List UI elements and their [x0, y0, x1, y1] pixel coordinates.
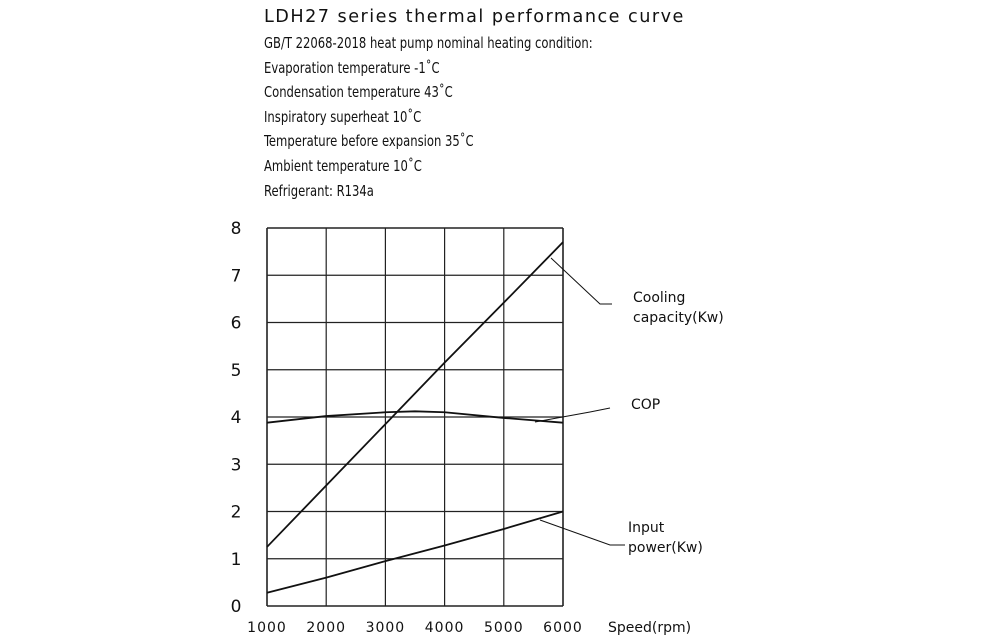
y-tick-label: 2 — [231, 503, 242, 523]
series-line — [266, 510, 564, 594]
series-label: COP — [631, 397, 660, 413]
series-line — [266, 410, 564, 424]
x-tick-label: 6000 — [543, 620, 583, 636]
y-tick-label: 8 — [231, 219, 242, 239]
y-axis-ticks: 0 1 2 3 4 5 6 7 8 — [231, 219, 242, 617]
condition-line: Condensation temperature 43˚C — [264, 83, 453, 102]
x-tick-label: 2000 — [306, 620, 346, 636]
y-tick-label: 7 — [231, 266, 242, 286]
condition-line: Temperature before expansion 35˚C — [264, 132, 474, 151]
leader-line — [534, 407, 611, 423]
y-tick-label: 1 — [231, 550, 242, 570]
condition-line: Refrigerant: R134a — [264, 181, 374, 200]
x-tick-label: 5000 — [484, 620, 524, 636]
condition-line: Ambient temperature 10˚C — [264, 156, 422, 175]
leader-line — [539, 519, 625, 546]
series-lines — [266, 241, 564, 594]
y-tick-label: 6 — [231, 314, 242, 334]
condition-line: GB/T 22068-2018 heat pump nominal heatin… — [264, 34, 593, 52]
y-tick-label: 3 — [231, 455, 242, 475]
leader-line — [550, 257, 612, 305]
x-tick-label: 3000 — [366, 620, 406, 636]
series-label: Input — [628, 520, 665, 536]
grid — [266, 227, 564, 607]
series-labels: Cooling capacity(Kw) COP Input power(Kw) — [534, 257, 724, 556]
y-tick-label: 0 — [231, 597, 242, 617]
chart-header: LDH27 series thermal performance curve G… — [264, 6, 693, 203]
series-label: power(Kw) — [628, 540, 703, 556]
condition-line: Evaporation temperature -1˚C — [264, 58, 440, 77]
series-label: capacity(Kw) — [633, 310, 724, 326]
x-tick-label: 4000 — [425, 620, 465, 636]
y-tick-label: 5 — [231, 361, 242, 381]
series-label: Cooling — [633, 290, 685, 306]
x-axis-label: Speed(rpm) — [608, 620, 691, 636]
x-axis-ticks: 1000 2000 3000 4000 5000 6000 — [247, 620, 583, 636]
condition-line: Inspiratory superheat 10˚C — [264, 107, 422, 126]
y-tick-label: 4 — [231, 408, 242, 428]
series-line — [266, 241, 564, 548]
chart-title: LDH27 series thermal performance curve — [264, 6, 685, 27]
x-tick-label: 1000 — [247, 620, 287, 636]
